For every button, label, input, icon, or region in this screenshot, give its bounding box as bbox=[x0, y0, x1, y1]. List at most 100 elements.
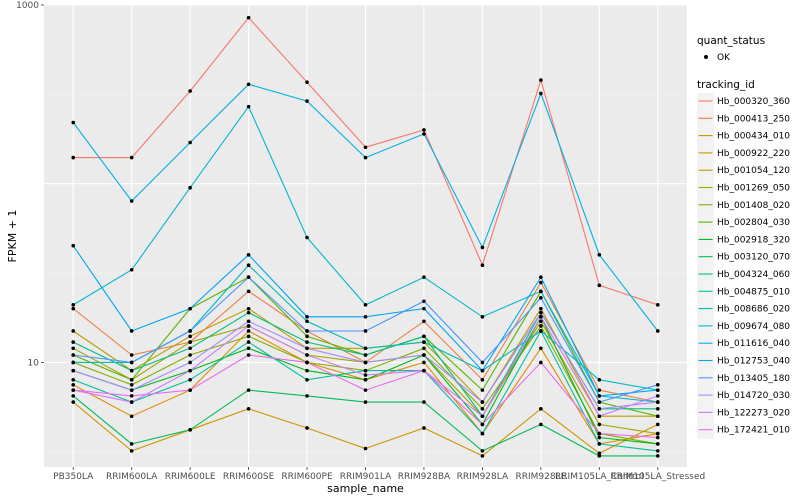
data-point bbox=[422, 353, 426, 357]
shape-legend-key bbox=[704, 55, 708, 59]
data-point bbox=[305, 346, 309, 351]
data-point bbox=[597, 451, 602, 456]
data-point bbox=[422, 128, 426, 132]
data-point bbox=[480, 368, 485, 373]
data-point bbox=[188, 388, 192, 392]
x-tick-label: RRIM105LA_Control bbox=[555, 472, 644, 482]
data-point bbox=[655, 442, 660, 446]
data-point bbox=[655, 394, 660, 398]
data-point bbox=[129, 199, 134, 203]
color-legend-label: Hb_001269_050 bbox=[717, 184, 790, 194]
data-point bbox=[188, 427, 192, 432]
data-point bbox=[655, 454, 660, 458]
data-point bbox=[305, 377, 309, 382]
data-point bbox=[246, 104, 251, 109]
data-point bbox=[246, 82, 251, 87]
data-point bbox=[363, 346, 368, 351]
data-point bbox=[246, 310, 251, 315]
data-point bbox=[129, 388, 134, 392]
data-point bbox=[539, 91, 543, 96]
data-point bbox=[129, 155, 134, 160]
data-points bbox=[71, 15, 660, 458]
color-legend-label: Hb_000922_220 bbox=[717, 149, 790, 159]
x-tick-label: RRIM928LE bbox=[515, 472, 566, 482]
data-point bbox=[129, 382, 134, 387]
data-point bbox=[129, 353, 134, 357]
data-point bbox=[480, 263, 485, 268]
y-axis-title: FPKM + 1 bbox=[6, 210, 19, 263]
data-point bbox=[539, 319, 543, 324]
data-point bbox=[129, 414, 134, 419]
data-point bbox=[539, 289, 543, 294]
data-point bbox=[422, 306, 426, 311]
data-point bbox=[363, 315, 368, 319]
data-point bbox=[71, 388, 76, 392]
data-point bbox=[655, 431, 660, 436]
data-point bbox=[655, 449, 660, 453]
data-point bbox=[305, 315, 309, 319]
data-point bbox=[363, 388, 368, 392]
data-point bbox=[246, 253, 251, 257]
data-point bbox=[305, 99, 309, 103]
data-point bbox=[539, 315, 543, 319]
data-point bbox=[71, 394, 76, 398]
y-tick-label: 10 bbox=[28, 358, 40, 368]
data-point bbox=[188, 89, 192, 93]
color-legend-label: Hb_000434_010 bbox=[717, 132, 790, 142]
data-point bbox=[422, 340, 426, 344]
color-legend-label: Hb_009674_080 bbox=[717, 322, 790, 332]
data-point bbox=[129, 449, 134, 453]
data-point bbox=[597, 253, 602, 257]
data-point bbox=[129, 377, 134, 382]
data-point bbox=[422, 299, 426, 304]
data-point bbox=[188, 306, 192, 311]
data-point bbox=[655, 303, 660, 307]
data-point bbox=[246, 353, 251, 357]
data-point bbox=[246, 334, 251, 339]
data-point bbox=[480, 431, 485, 436]
color-legend-label: Hb_004324_060 bbox=[717, 270, 790, 280]
data-point bbox=[363, 446, 368, 451]
shape-legend-label: OK bbox=[717, 53, 731, 63]
x-tick-label: RRIM600LA bbox=[106, 472, 158, 482]
color-legend-label: Hb_000320_360 bbox=[717, 97, 790, 107]
data-point bbox=[246, 15, 251, 20]
data-point bbox=[422, 132, 426, 136]
data-point bbox=[363, 368, 368, 373]
color-legend-label: Hb_172421_010 bbox=[717, 426, 790, 436]
data-point bbox=[480, 414, 485, 419]
data-point bbox=[655, 407, 660, 411]
data-point bbox=[363, 400, 368, 404]
data-point bbox=[188, 185, 192, 190]
data-point bbox=[246, 346, 251, 351]
data-point bbox=[655, 388, 660, 392]
x-axis-ticks: PB350LA RRIM600LA RRIM600LE RRIM600SE RRIM60… bbox=[53, 467, 705, 482]
data-point bbox=[655, 400, 660, 404]
color-legend-label: Hb_014720_030 bbox=[717, 391, 790, 401]
data-point bbox=[539, 360, 543, 365]
data-point bbox=[71, 377, 76, 382]
data-point bbox=[539, 280, 543, 285]
data-point bbox=[129, 400, 134, 404]
data-point bbox=[539, 275, 543, 279]
color-legend-label: Hb_013405_180 bbox=[717, 374, 790, 384]
data-point bbox=[305, 319, 309, 324]
data-point bbox=[246, 324, 251, 328]
data-point bbox=[188, 329, 192, 333]
data-point bbox=[422, 360, 426, 365]
data-point bbox=[597, 388, 602, 392]
data-point bbox=[246, 329, 251, 333]
color-legend-label: Hb_012753_040 bbox=[717, 357, 790, 367]
data-point bbox=[71, 346, 76, 351]
data-point bbox=[597, 422, 602, 427]
data-point bbox=[246, 340, 251, 344]
data-point bbox=[597, 394, 602, 398]
data-point bbox=[480, 449, 485, 453]
data-point bbox=[597, 400, 602, 404]
data-point bbox=[305, 334, 309, 339]
data-point bbox=[188, 353, 192, 357]
data-point bbox=[71, 306, 76, 311]
data-point bbox=[129, 360, 134, 365]
data-point bbox=[305, 80, 309, 84]
